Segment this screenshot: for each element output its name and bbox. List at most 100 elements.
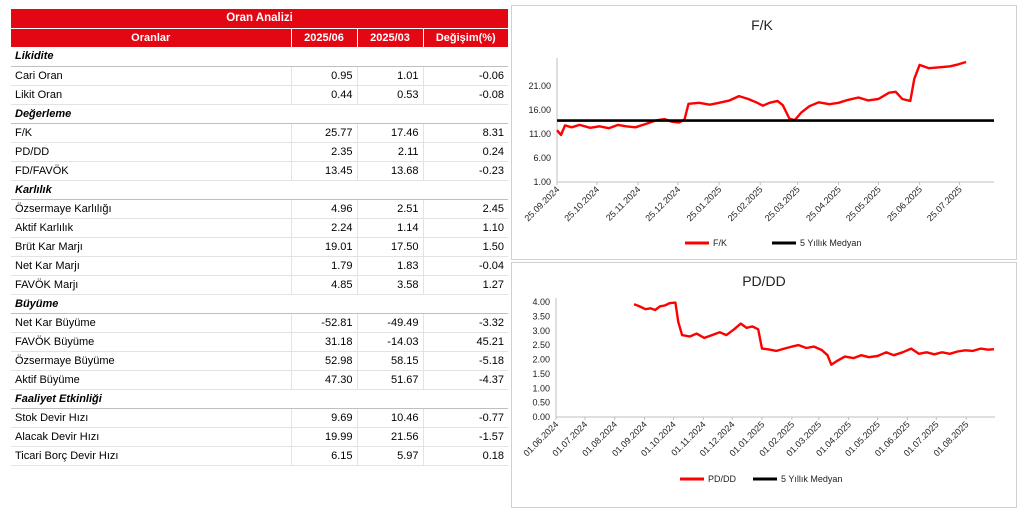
value-2025-03: 1.83	[356, 256, 423, 276]
value-2025-03: 17.46	[356, 123, 423, 143]
change-value: 8.31	[422, 123, 509, 143]
ratio-name: Özsermaye Büyüme	[11, 351, 291, 371]
value-2025-03: 0.53	[356, 85, 423, 105]
change-value: -1.57	[422, 427, 509, 447]
section-title: Büyüme	[11, 294, 509, 314]
value-2025-03: 10.46	[356, 408, 423, 428]
x-tick-label: 25.12.2024	[643, 184, 682, 223]
table-row: Özsermaye Büyüme 52.98 58.15 -5.18	[11, 351, 509, 371]
table-row: Aktif Büyüme 47.30 51.67 -4.37	[11, 370, 509, 390]
value-2025-03: 2.51	[356, 199, 423, 219]
y-tick-label: 3.50	[532, 311, 550, 321]
ratio-name: FD/FAVÖK	[11, 161, 291, 181]
table-body: Likidite Cari Oran 0.95 1.01 -0.06 Likit Oran…	[11, 47, 509, 466]
section-header: Büyüme	[11, 294, 509, 314]
legend-label: 5 Yıllık Medyan	[781, 474, 842, 484]
ratio-name: Aktif Karlılık	[11, 218, 291, 238]
value-2025-06: 6.15	[290, 446, 357, 466]
section-header: Faaliyet Etkinliği	[11, 389, 509, 409]
section-header: Karlılık	[11, 180, 509, 200]
value-2025-03: 1.01	[356, 66, 423, 86]
table-title: Oran Analizi	[11, 9, 509, 29]
value-2025-06: 0.44	[290, 85, 357, 105]
y-tick-label: 6.00	[533, 153, 551, 163]
ratio-name: FAVÖK Büyüme	[11, 332, 291, 352]
value-2025-06: 47.30	[290, 370, 357, 390]
legend-label: PD/DD	[708, 474, 737, 484]
value-2025-06: -52.81	[290, 313, 357, 333]
ratio-name: Cari Oran	[11, 66, 291, 86]
value-2025-06: 0.95	[290, 66, 357, 86]
y-tick-label: 0.00	[532, 412, 550, 422]
y-tick-label: 0.50	[532, 398, 550, 408]
table-row: Brüt Kar Marjı 19.01 17.50 1.50	[11, 237, 509, 257]
change-value: 2.45	[422, 199, 509, 219]
change-value: 1.50	[422, 237, 509, 257]
value-2025-03: 1.14	[356, 218, 423, 238]
value-2025-06: 9.69	[290, 408, 357, 428]
table-row: Likit Oran 0.44 0.53 -0.08	[11, 85, 509, 105]
ratio-name: PD/DD	[11, 142, 291, 162]
y-tick-label: 21.00	[528, 81, 551, 91]
change-value: -5.18	[422, 351, 509, 371]
value-2025-06: 4.85	[290, 275, 357, 295]
table-row: PD/DD 2.35 2.11 0.24	[11, 142, 509, 162]
y-tick-label: 1.50	[532, 369, 550, 379]
ratio-name: Brüt Kar Marjı	[11, 237, 291, 257]
series-line-pe	[556, 60, 967, 137]
value-2025-06: 2.35	[290, 142, 357, 162]
table-row: Özsermaye Karlılığı 4.96 2.51 2.45	[11, 199, 509, 219]
value-2025-06: 13.45	[290, 161, 357, 181]
value-2025-03: 5.97	[356, 446, 423, 466]
x-tick-label: 25.04.2025	[804, 184, 843, 223]
value-2025-06: 25.77	[290, 123, 357, 143]
y-tick-label: 1.00	[533, 177, 551, 187]
value-2025-06: 31.18	[290, 332, 357, 352]
column-header-ratios: Oranlar	[11, 28, 292, 47]
change-value: 0.18	[422, 446, 509, 466]
change-value: -0.08	[422, 85, 509, 105]
legend-label: F/K	[713, 238, 727, 248]
section-header: Değerleme	[11, 104, 509, 124]
series-line-pb	[633, 301, 995, 366]
ratio-name: Likit Oran	[11, 85, 291, 105]
value-2025-06: 1.79	[290, 256, 357, 276]
pb-ratio-chart-svg: PD/DD 0.00 0.50 1.00 1.50 2.00 2.50 3.00 3.50 4.0…	[521, 273, 995, 484]
ratio-name: Ticari Borç Devir Hızı	[11, 446, 291, 466]
value-2025-06: 4.96	[290, 199, 357, 219]
ratio-name: Net Kar Büyüme	[11, 313, 291, 333]
x-tick-label: 25.11.2024	[604, 184, 642, 222]
ratio-name: Stok Devir Hızı	[11, 408, 291, 428]
y-tick-label: 1.00	[532, 383, 550, 393]
value-2025-06: 19.01	[290, 237, 357, 257]
column-header-change: Değişim(%)	[423, 28, 509, 47]
pe-ratio-chart: F/K 1.00 6.00 11.00 16.00 21.00 25.09.2024 25.1…	[511, 5, 1017, 260]
value-2025-03: 13.68	[356, 161, 423, 181]
ratio-name: Aktif Büyüme	[11, 370, 291, 390]
change-value: -3.32	[422, 313, 509, 333]
table-row: FAVÖK Büyüme 31.18 -14.03 45.21	[11, 332, 509, 352]
x-tick-label: 25.01.2025	[685, 184, 724, 223]
value-2025-03: 21.56	[356, 427, 423, 447]
ratio-name: Alacak Devir Hızı	[11, 427, 291, 447]
x-tick-label: 25.07.2025	[925, 184, 964, 223]
section-title: Likidite	[11, 47, 509, 67]
value-2025-03: -49.49	[356, 313, 423, 333]
change-value: -4.37	[422, 370, 509, 390]
change-value: -0.77	[422, 408, 509, 428]
change-value: -0.23	[422, 161, 509, 181]
table-row: FD/FAVÖK 13.45 13.68 -0.23	[11, 161, 509, 181]
x-tick-label: 25.05.2025	[844, 184, 883, 223]
ratio-name: Özsermaye Karlılığı	[11, 199, 291, 219]
table-row: Stok Devir Hızı 9.69 10.46 -0.77	[11, 408, 509, 428]
change-value: 1.27	[422, 275, 509, 295]
y-tick-label: 2.00	[532, 355, 550, 365]
table-row: FAVÖK Marjı 4.85 3.58 1.27	[11, 275, 509, 295]
table-row: Ticari Borç Devir Hızı 6.15 5.97 0.18	[11, 446, 509, 466]
y-tick-label: 3.00	[532, 326, 550, 336]
x-tick-label: 25.03.2025	[763, 184, 802, 223]
value-2025-03: 51.67	[356, 370, 423, 390]
table-row: F/K 25.77 17.46 8.31	[11, 123, 509, 143]
ratio-name: FAVÖK Marjı	[11, 275, 291, 295]
